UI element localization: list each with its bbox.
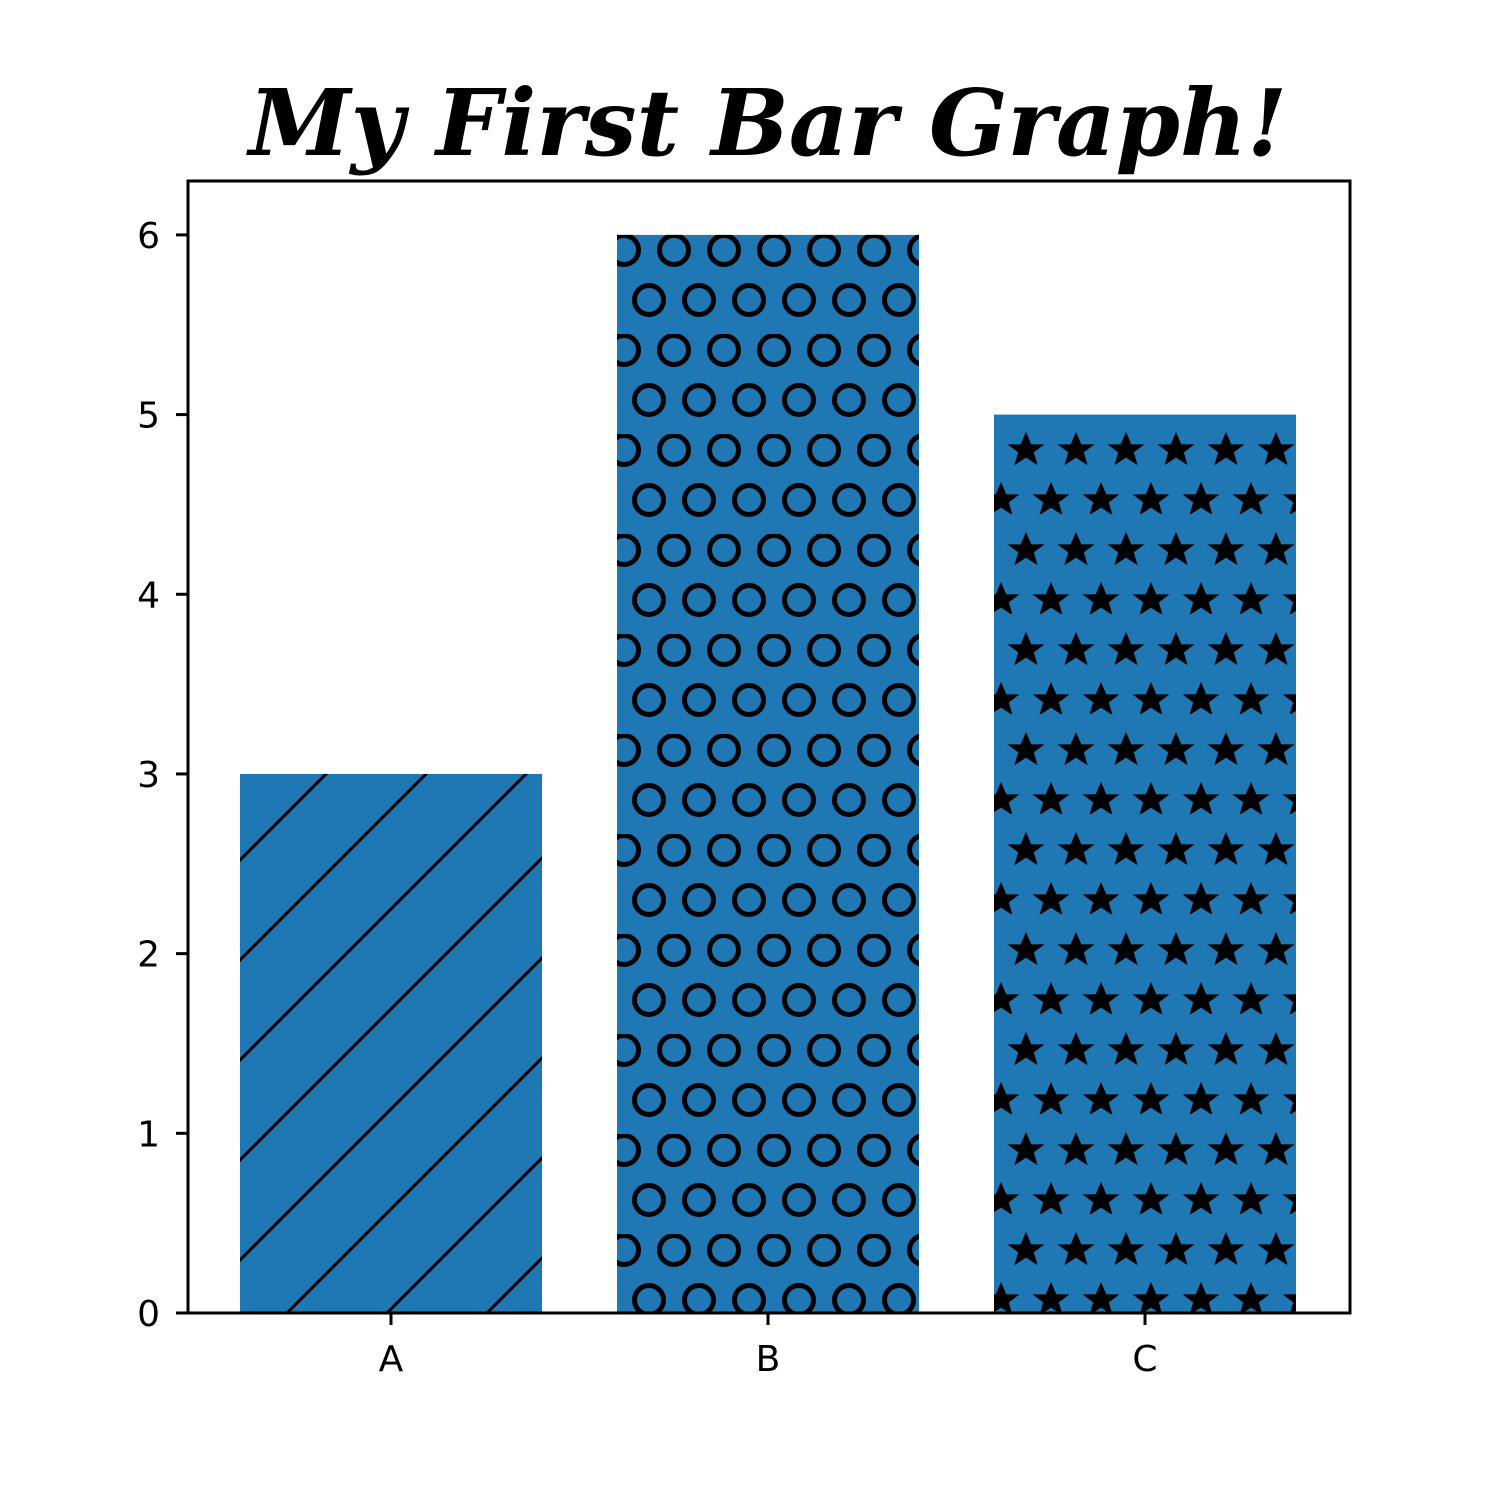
x-tick-label: A	[379, 1339, 404, 1380]
y-tick-label: 0	[137, 1294, 160, 1335]
y-tick-label: 4	[137, 575, 160, 616]
y-tick-label: 1	[137, 1114, 160, 1155]
y-tick-label: 6	[137, 216, 160, 257]
y-tick-label: 2	[137, 935, 160, 976]
bar-hatch-b	[617, 234, 919, 1313]
bar-hatch-a	[240, 773, 542, 1313]
y-tick-label: 5	[137, 396, 160, 437]
x-axis: A B C	[379, 1313, 1158, 1380]
chart-title: My First Bar Graph!	[246, 69, 1288, 177]
y-tick-label: 3	[137, 755, 160, 796]
y-axis: 0 1 2 3 4 5 6	[137, 216, 188, 1335]
bar-hatch-c	[994, 414, 1296, 1314]
plot-frame	[186, 179, 1352, 1315]
bars-layer	[240, 234, 1296, 1314]
x-tick-label: C	[1132, 1339, 1157, 1380]
x-tick-label: B	[756, 1339, 781, 1380]
